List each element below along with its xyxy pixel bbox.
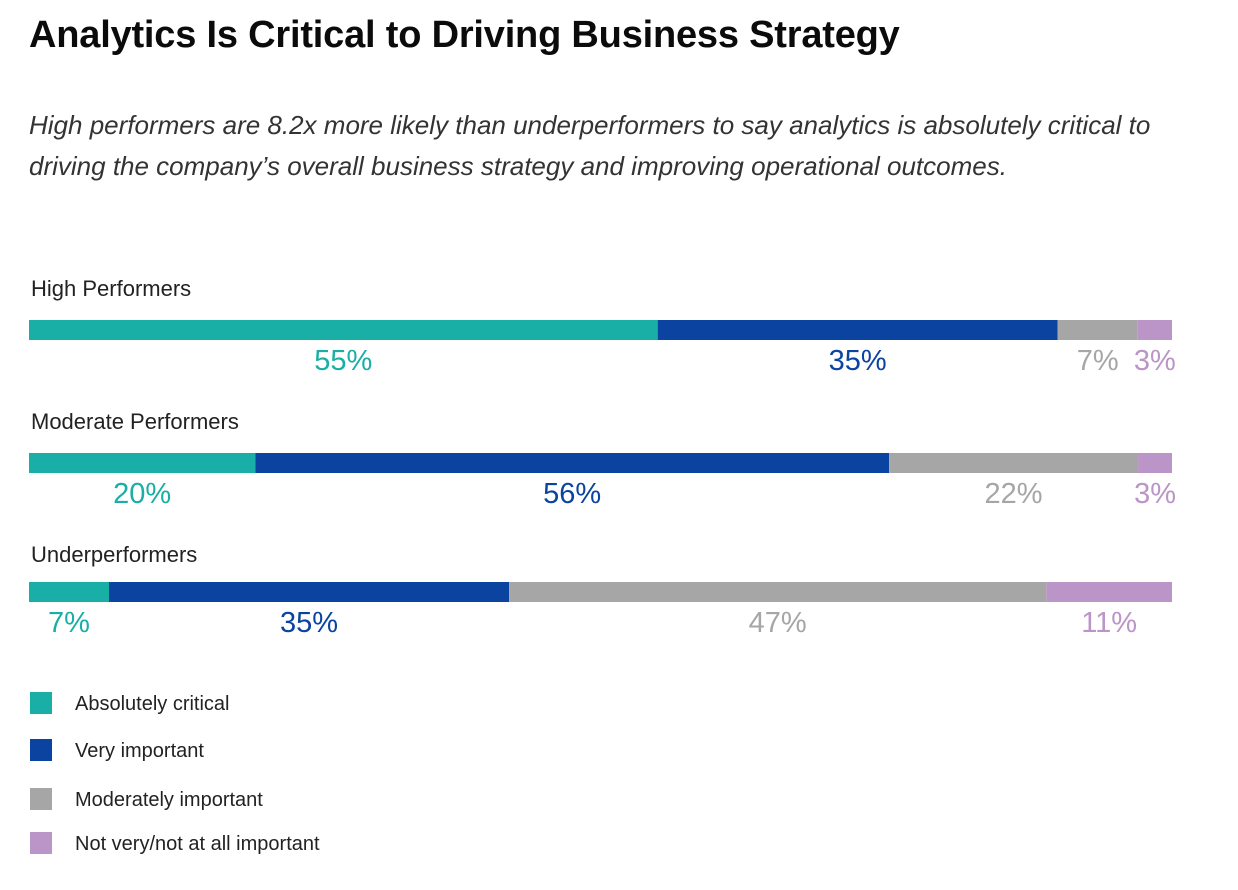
value-label-underperformers-moderately-important: 47% [749, 607, 807, 639]
value-label-high-performers-very-important: 35% [829, 345, 887, 377]
bar-segment-moderate-performers-not-very-not-at-all-important [1138, 453, 1172, 473]
bar-segment-high-performers-absolutely-critical [29, 320, 658, 340]
legend-label-absolutely-critical: Absolutely critical [75, 693, 230, 715]
legend-swatch-moderately-important [30, 788, 52, 810]
value-label-moderate-performers-very-important: 56% [543, 478, 601, 510]
value-label-underperformers-not-very-not-at-all-important: 11% [1081, 607, 1137, 639]
legend-swatch-very-important [30, 739, 52, 761]
value-label-underperformers-absolutely-critical: 7% [48, 607, 90, 639]
legend-swatch-absolutely-critical [30, 692, 52, 714]
value-label-moderate-performers-not-very-not-at-all-important: 3% [1134, 478, 1176, 510]
value-label-moderate-performers-absolutely-critical: 20% [113, 478, 171, 510]
legend-label-moderately-important: Moderately important [75, 789, 263, 811]
bar-segment-underperformers-very-important [109, 582, 510, 602]
bar-segment-high-performers-moderately-important [1057, 320, 1138, 340]
chart-subtitle: High performers are 8.2x more likely tha… [29, 110, 1151, 181]
bar-segment-high-performers-very-important [657, 320, 1058, 340]
bar-segment-underperformers-absolutely-critical [29, 582, 110, 602]
bar-segment-moderate-performers-moderately-important [889, 453, 1139, 473]
value-label-high-performers-absolutely-critical: 55% [314, 345, 372, 377]
bar-segment-high-performers-not-very-not-at-all-important [1137, 320, 1172, 340]
bar-segment-moderate-performers-very-important [255, 453, 890, 473]
bar-segment-underperformers-not-very-not-at-all-important [1046, 582, 1172, 602]
group-label-moderate-performers: Moderate Performers [31, 409, 239, 434]
bar-segment-underperformers-moderately-important [509, 582, 1047, 602]
value-label-moderate-performers-moderately-important: 22% [985, 478, 1043, 510]
group-label-high-performers: High Performers [31, 276, 191, 301]
group-label-underperformers: Underperformers [31, 542, 197, 567]
value-label-underperformers-very-important: 35% [280, 607, 338, 639]
legend-label-not-very-not-at-all-important: Not very/not at all important [75, 833, 320, 855]
value-label-high-performers-moderately-important: 7% [1077, 345, 1119, 377]
legend-label-very-important: Very important [75, 740, 204, 762]
legend-swatch-not-very-not-at-all-important [30, 832, 52, 854]
value-label-high-performers-not-very-not-at-all-important: 3% [1134, 345, 1176, 377]
bar-segment-moderate-performers-absolutely-critical [29, 453, 256, 473]
chart-title: Analytics Is Critical to Driving Busines… [29, 14, 900, 56]
